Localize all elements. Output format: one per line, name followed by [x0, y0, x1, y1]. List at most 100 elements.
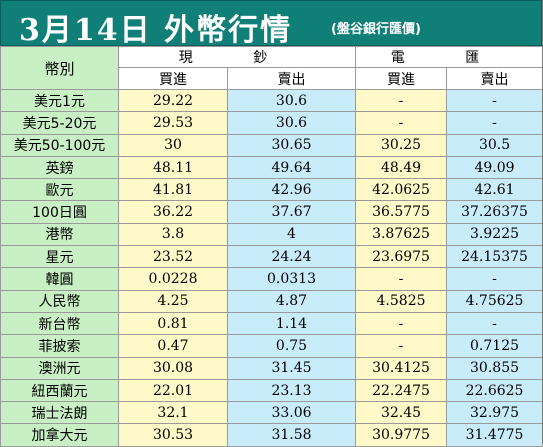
remit-buy-cell: 48.49 — [355, 155, 448, 180]
cash-sell-cell: 30.6 — [226, 111, 357, 135]
remit-sell-cell: 32.975 — [446, 401, 543, 425]
title-bar: 3月14日 外幣行情 (盤谷銀行匯價) — [0, 0, 542, 48]
table-row: 紐西蘭元 22.01 23.13 22.2475 22.6625 — [0, 378, 543, 403]
table-row: 英鎊 48.11 49.64 48.49 49.09 — [0, 155, 543, 180]
table-row: 美元1元 29.22 30.6- - — [0, 88, 543, 113]
currency-name: 新台幣 — [0, 311, 119, 336]
cash-sell-header: 賣出 — [226, 67, 357, 90]
currency-name: 歐元 — [0, 178, 119, 202]
remit-buy-cell: 4.5825 — [355, 289, 448, 313]
remit-buy-cell: - — [355, 334, 448, 358]
cash-buy-cell: 32.1 — [118, 401, 228, 425]
remit-sell-cell: 37.26375 — [446, 200, 543, 224]
currency-name: 韓圓 — [0, 267, 119, 291]
currency-name: 菲披索 — [0, 334, 119, 358]
currency-name: 美元1元 — [0, 88, 119, 113]
cash-sell-cell: 33.06 — [226, 401, 357, 425]
table-row: 港幣 3.8 4 3.87625 3.9225 — [0, 222, 543, 247]
table-row: 人民幣 4.25 4.87 4.5825 4.75625 — [0, 289, 543, 313]
cash-sell-cell: 23.13 — [226, 378, 357, 403]
cash-sell-cell: 0.75 — [226, 334, 357, 358]
cash-buy-cell: 30 — [118, 133, 228, 157]
cash-sell-cell: 4.87 — [226, 289, 357, 313]
table-row: 澳洲元 30.08 31.45 30.4125 30.855 — [0, 356, 543, 380]
remit-buy-cell: 42.0625 — [355, 178, 448, 202]
currency-name: 美元5-20元 — [0, 111, 119, 135]
currency-name: 澳洲元 — [0, 356, 119, 380]
page-title: 3月14日 外幣行情 — [19, 13, 293, 48]
remit-sell-cell: 42.61 — [446, 178, 543, 202]
table-row: 歐元 41.81 42.96 42.0625 42.61 — [0, 178, 543, 202]
remit-buy-cell: - — [355, 311, 448, 336]
rates-body: 美元1元 29.22 30.6- - 美元5-20元 29.53 30.6- - 美元50-10… — [0, 88, 543, 447]
remit-sell-cell: 31.4775 — [446, 423, 543, 447]
remit-buy-cell: 36.5775 — [355, 200, 448, 224]
remit-buy-cell: 22.2475 — [355, 378, 448, 403]
cash-sell-cell: 4 — [226, 222, 357, 247]
remit-sell-header: 賣出 — [446, 67, 543, 90]
remit-sell-cell: 0.7125 — [446, 334, 543, 358]
source-note: (盤谷銀行匯價) — [331, 22, 421, 37]
cash-buy-cell: 30.08 — [118, 356, 228, 380]
cash-sell-cell: 49.64 — [226, 155, 357, 180]
cash-buy-cell: 29.53 — [118, 111, 228, 135]
cash-buy-cell: 36.22 — [118, 200, 228, 224]
cash-buy-cell: 41.81 — [118, 178, 228, 202]
currency-name: 瑞士法朗 — [0, 401, 119, 425]
table-row: 加拿大元 30.53 31.58 30.9775 31.4775 — [0, 423, 543, 447]
remit-sell-cell: - — [446, 111, 543, 135]
table-row: 瑞士法朗 32.1 33.06 32.45 32.975 — [0, 401, 543, 425]
currency-name: 紐西蘭元 — [0, 378, 119, 403]
cash-sell-cell: 24.24 — [226, 245, 357, 269]
remit-buy-cell: 30.9775 — [355, 423, 448, 447]
remit-sell-cell: - — [446, 311, 543, 336]
cash-sell-cell: 31.45 — [226, 356, 357, 380]
remit-buy-cell: - — [355, 111, 448, 135]
cash-buy-cell: 23.52 — [118, 245, 228, 269]
remit-buy-cell: 30.25 — [355, 133, 448, 157]
remit-buy-cell: 3.87625 — [355, 222, 448, 247]
group-header-row: 幣別 現 鈔 電 匯 — [0, 46, 543, 90]
cash-buy-cell: 30.53 — [118, 423, 228, 447]
remit-sell-cell: - — [446, 267, 543, 291]
remit-sell-cell: 30.5 — [446, 133, 543, 157]
sub-header-row: 買進 賣出 買進 賣出 — [1, 67, 543, 90]
currency-name: 英鎊 — [0, 155, 119, 180]
cash-buy-cell: 3.8 — [118, 222, 228, 247]
cash-buy-cell: 22.01 — [118, 378, 228, 403]
cash-sell-cell: 30.6 — [226, 88, 357, 113]
cash-buy-cell: 0.47 — [118, 334, 228, 358]
table-row: 美元50-100元 30 30.65 30.25 30.5 — [0, 133, 543, 157]
table-row: 韓圓 0.0228 0.0313- - — [0, 267, 543, 291]
remit-sell-cell: 4.75625 — [446, 289, 543, 313]
currency-name: 100日圓 — [0, 200, 119, 224]
currency-name: 港幣 — [0, 222, 119, 247]
cash-buy-cell: 29.22 — [118, 88, 228, 113]
currency-name: 美元50-100元 — [0, 133, 119, 157]
cash-header: 現 鈔 — [117, 46, 357, 68]
remit-buy-cell: - — [355, 88, 448, 113]
remit-sell-cell: 22.6625 — [446, 378, 543, 403]
cash-sell-cell: 1.14 — [226, 311, 357, 336]
cash-buy-cell: 0.0228 — [118, 267, 228, 291]
rates-table: 幣別 現 鈔 電 匯 買進 賣出 買進 賣出 美元1元 29.22 30.6- - 美元… — [0, 46, 543, 447]
remit-sell-cell: - — [446, 88, 543, 113]
currency-name: 星元 — [0, 245, 119, 269]
remit-buy-cell: 30.4125 — [355, 356, 448, 380]
remit-buy-cell: - — [355, 267, 448, 291]
remit-sell-cell: 30.855 — [446, 356, 543, 380]
currency-name: 人民幣 — [0, 289, 119, 313]
remit-sell-cell: 49.09 — [446, 155, 543, 180]
cash-sell-cell: 0.0313 — [226, 267, 357, 291]
cash-buy-cell: 4.25 — [118, 289, 228, 313]
remit-buy-cell: 32.45 — [355, 401, 448, 425]
cash-buy-cell: 48.11 — [118, 155, 228, 180]
cash-buy-cell: 0.81 — [118, 311, 228, 336]
table-row: 星元 23.52 24.24 23.6975 24.15375 — [0, 245, 543, 269]
remit-sell-cell: 24.15375 — [446, 245, 543, 269]
cash-sell-cell: 31.58 — [226, 423, 357, 447]
currency-header: 幣別 — [0, 46, 119, 90]
cash-sell-cell: 30.65 — [226, 133, 357, 157]
table-row: 菲披索 0.47 0.75-0.7125 — [0, 334, 543, 358]
